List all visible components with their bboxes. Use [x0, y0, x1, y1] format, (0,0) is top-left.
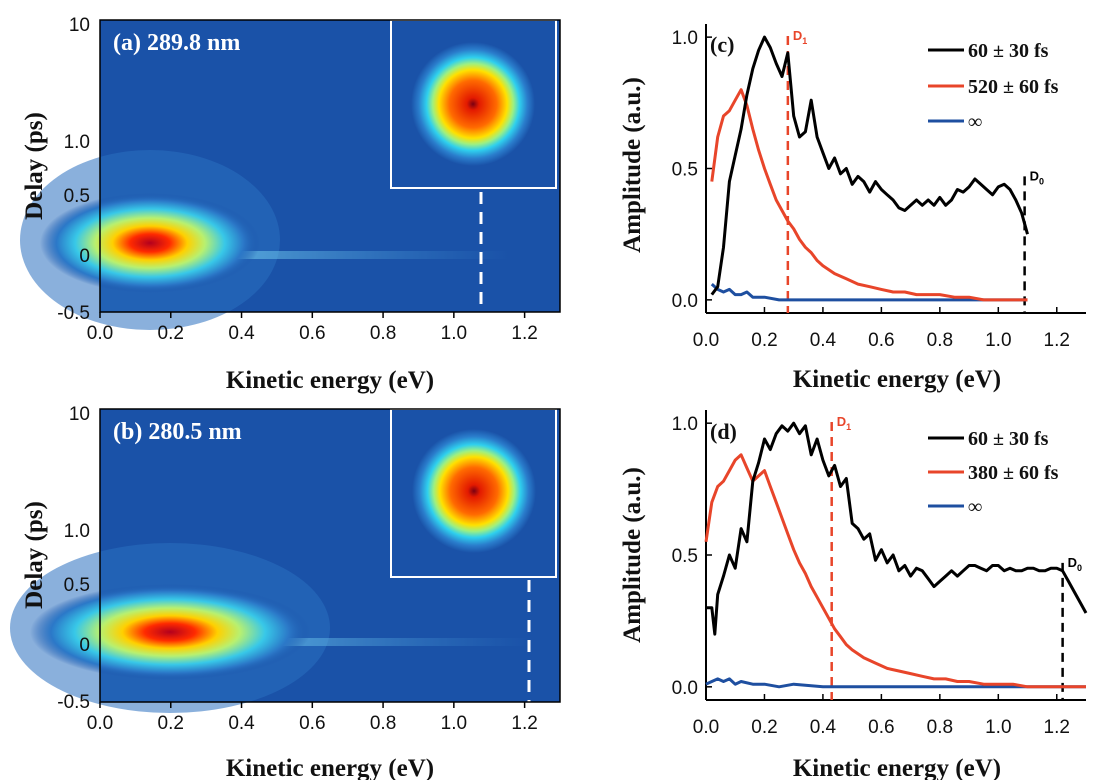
xticks-a: 0.0 0.2 0.4 0.6 0.8 1.0 1.2 [87, 312, 538, 344]
heatmap-a-frame [99, 19, 561, 313]
legend-d-blue-label: ∞ [968, 496, 982, 518]
panel-b-label: (b) 280.5 nm [113, 419, 242, 445]
marker-d1-label: D1 [793, 28, 807, 46]
heatmap-b-frame [99, 408, 561, 703]
panel-a-label: (a) 289.8 nm [113, 30, 240, 56]
plot-d-area: 0.0 0.5 1.0 0.0 0.2 0.4 0.6 0.8 1.0 1.2 D1 D0 [672, 410, 1088, 738]
ytick-b-1-0: 1.0 [64, 521, 90, 542]
heatmap-a-signal [40, 193, 260, 293]
xtick-label: 0.2 [158, 713, 184, 734]
xtick-label: 0.0 [693, 330, 719, 351]
xtick-label: 0.8 [927, 330, 953, 351]
legend-d-red-label: 380 ± 60 fs [968, 462, 1059, 484]
xtick-label: 1.0 [985, 330, 1011, 351]
xtick-label: 0.8 [370, 713, 396, 734]
xtick-label: 1.2 [1044, 717, 1070, 738]
series-line-2 [710, 282, 1028, 302]
xlabel-d: Kinetic energy (eV) [793, 755, 1001, 780]
ytick-label: 1.0 [672, 28, 698, 49]
marker-d0-label: D0 [1030, 168, 1044, 186]
ytick-a-0: 0 [79, 246, 90, 267]
xtick-label: 1.2 [511, 713, 537, 734]
ylabel-c: Amplitude (a.u.) [619, 77, 646, 253]
ytick-b-neg-0-5: -0.5 [57, 692, 90, 713]
xlabel-a: Kinetic energy (eV) [226, 367, 434, 394]
ytick-label: 0.0 [672, 678, 698, 699]
xtick-label: 0.0 [87, 323, 113, 344]
xtick-label: 0.2 [751, 330, 777, 351]
legend-c-black-label: 60 ± 30 fs [968, 40, 1049, 62]
xtick-label: 0.6 [868, 330, 894, 351]
xtick-label: 0.4 [228, 323, 255, 344]
xtick-label: 0.8 [927, 717, 953, 738]
series-line-0 [706, 421, 1088, 636]
legend-d-black-label: 60 ± 30 fs [968, 428, 1049, 450]
ytick-label: 1.0 [672, 414, 698, 435]
legend-d: 60 ± 30 fs 380 ± 60 fs ∞ [928, 428, 1059, 518]
panel-a-heatmap: (a) 289.8 nm 10 1.0 0.5 0 -0.5 Kinetic e… [20, 15, 561, 394]
xtick-label: 0.2 [751, 717, 777, 738]
panel-d-label: (d) [710, 419, 737, 444]
plot-c-area: 0.0 0.5 1.0 0.0 0.2 0.4 0.6 0.8 1.0 1.2 D1 D0 [672, 24, 1086, 351]
heatmap-b-streak [140, 638, 530, 646]
ytick-a-1-0: 1.0 [64, 132, 90, 153]
ytick-a-10: 10 [69, 15, 90, 36]
marker-d1-label: D1 [837, 414, 851, 432]
panel-b-heatmap: (b) 280.5 nm 10 1.0 0.5 0 -0.5 Kinetic e… [10, 404, 561, 780]
ylabel-b: Delay (ps) [21, 501, 48, 609]
xtick-label: 1.2 [1044, 330, 1070, 351]
xtick-label: 0.6 [299, 713, 325, 734]
xtick-label: 0.6 [868, 717, 894, 738]
xtick-label: 1.0 [441, 323, 467, 344]
inset-b-ring [412, 429, 536, 553]
xtick-label: 0.0 [87, 713, 113, 734]
ytick-b-0-5: 0.5 [64, 575, 90, 596]
xlabel-b: Kinetic energy (eV) [226, 755, 434, 780]
ytick-label: 0.5 [672, 160, 698, 181]
xlabel-c: Kinetic energy (eV) [793, 366, 1001, 393]
xtick-label: 0.6 [299, 323, 325, 344]
series-line-2 [705, 677, 1086, 689]
marker-d0-label: D0 [1068, 555, 1082, 573]
xtick-label: 1.2 [511, 323, 537, 344]
xtick-label: 0.2 [158, 323, 184, 344]
ytick-a-0-5: 0.5 [64, 186, 90, 207]
xtick-label: 0.8 [370, 323, 396, 344]
xticks-b: 0.0 0.2 0.4 0.6 0.8 1.0 1.2 [87, 702, 538, 734]
ylabel-a: Delay (ps) [21, 112, 48, 220]
heatmap-b-signal [30, 584, 310, 680]
xtick-label: 0.4 [228, 713, 255, 734]
ytick-a-neg-0-5: -0.5 [57, 303, 90, 324]
series-line-1 [704, 453, 1086, 689]
xtick-label: 1.0 [441, 713, 467, 734]
ylabel-d: Amplitude (a.u.) [619, 467, 646, 643]
heatmap-a-streak [120, 251, 510, 259]
legend-c: 60 ± 30 fs 520 ± 60 fs ∞ [928, 40, 1059, 133]
xtick-label: 0.0 [693, 717, 719, 738]
legend-c-red-label: 520 ± 60 fs [968, 76, 1059, 98]
panel-d-line-chart: (d) 0.0 0.5 1.0 0.0 0.2 0.4 0.6 0.8 1.0 1.2 D1 D0 K… [619, 410, 1088, 780]
ytick-label: 0.5 [672, 546, 698, 567]
ytick-b-0: 0 [79, 635, 90, 656]
inset-a-ring [411, 42, 535, 166]
panel-c-line-chart: (c) 0.0 0.5 1.0 0.0 0.2 0.4 0.6 0.8 1.0 1.2 D1 D0 K… [619, 24, 1086, 393]
legend-c-blue-label: ∞ [968, 111, 982, 133]
ytick-b-10: 10 [69, 404, 90, 425]
xtick-label: 1.0 [985, 717, 1011, 738]
series-line-0 [710, 35, 1029, 296]
panel-c-label: (c) [710, 32, 734, 57]
xtick-label: 0.4 [810, 330, 837, 351]
ytick-label: 0.0 [672, 291, 698, 312]
xtick-label: 0.4 [810, 717, 837, 738]
